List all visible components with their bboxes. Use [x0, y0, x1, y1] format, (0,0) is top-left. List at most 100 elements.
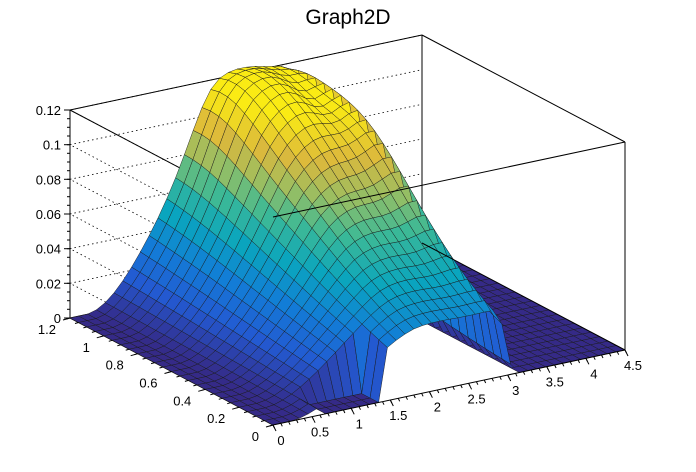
- y-axis-minor-tick: [142, 357, 147, 360]
- y-tick-label: 0.8: [106, 358, 124, 373]
- tick-labels: 00.511.522.533.544.500.20.40.60.811.200.…: [36, 103, 642, 448]
- y-axis-minor-tick: [150, 362, 155, 365]
- x-axis-minor-tick: [569, 361, 573, 365]
- x-tick-label: 1: [356, 416, 363, 431]
- x-axis-minor-tick: [311, 416, 315, 420]
- y-axis-minor-tick: [269, 424, 274, 427]
- y-axis-minor-tick: [227, 402, 231, 405]
- z-tick-label: 0.06: [36, 207, 61, 222]
- y-axis-minor-tick: [201, 388, 206, 391]
- box-edge-right-floor: [421, 242, 626, 351]
- x-axis-minor-tick: [288, 421, 291, 425]
- y-axis-minor-tick: [210, 393, 214, 396]
- x-tick-label: 3.5: [546, 375, 564, 390]
- y-tick-label: 0.4: [173, 393, 191, 408]
- x-axis-minor-tick: [405, 396, 408, 400]
- y-axis-minor-tick: [184, 379, 189, 382]
- grid-line-back-wall: [69, 207, 423, 284]
- front-box: [272, 34, 626, 426]
- grid-line-back-wall: [69, 69, 423, 146]
- grid-line-back-wall: [69, 173, 423, 250]
- x-axis-minor-tick: [382, 401, 385, 405]
- x-axis-minor-tick: [491, 378, 494, 382]
- x-axis-minor-tick: [616, 351, 620, 355]
- z-tick-label: 0: [54, 311, 61, 326]
- x-axis-minor-tick: [608, 353, 612, 357]
- z-tick-label: 0.1: [43, 138, 61, 153]
- box-edge-top-front: [272, 141, 626, 218]
- x-axis-minor-tick: [530, 369, 534, 374]
- x-axis-minor-tick: [593, 356, 596, 360]
- axis-ticks: [62, 109, 629, 432]
- x-axis-minor-tick: [507, 374, 510, 379]
- chart-title: Graph2D: [305, 6, 390, 29]
- x-tick-label: 0: [277, 433, 284, 448]
- x-axis-minor-tick: [413, 394, 416, 399]
- x-axis-minor-tick: [538, 368, 541, 372]
- z-tick-label: 0.08: [36, 172, 61, 187]
- y-axis-minor-tick: [218, 397, 223, 400]
- x-axis-minor-tick: [522, 371, 526, 375]
- x-tick-label: 4.5: [624, 358, 642, 373]
- x-tick-label: 0.5: [311, 425, 329, 440]
- y-axis-minor-tick: [125, 348, 130, 351]
- x-tick-label: 4: [590, 366, 597, 381]
- z-tick-label: 0.04: [36, 242, 61, 257]
- x-axis-minor-tick: [468, 383, 471, 387]
- x-axis-minor-tick: [483, 379, 487, 384]
- x-tick-label: 1.5: [389, 408, 407, 423]
- z-tick-label: 0.02: [36, 276, 61, 291]
- x-axis-minor-tick: [366, 404, 369, 409]
- x-axis-minor-tick: [428, 391, 432, 395]
- y-tick-label: 1.2: [38, 322, 56, 337]
- box-edge-top-right: [421, 34, 626, 143]
- x-tick-label: 2: [434, 400, 441, 415]
- x-axis-minor-tick: [327, 413, 330, 417]
- grid-line-back-wall: [69, 34, 423, 111]
- y-tick-label: 0.2: [207, 411, 225, 426]
- x-axis-minor-tick: [389, 399, 393, 404]
- y-axis-minor-tick: [235, 406, 240, 409]
- y-axis-minor-tick: [134, 353, 138, 356]
- y-axis-minor-tick: [159, 366, 164, 369]
- grid-line-back-wall: [69, 138, 423, 215]
- x-axis-minor-tick: [350, 408, 354, 412]
- x-axis-minor-tick: [319, 414, 322, 419]
- x-axis-minor-tick: [342, 409, 346, 414]
- y-axis-minor-tick: [100, 335, 104, 338]
- x-axis-minor-tick: [358, 406, 361, 410]
- x-axis-minor-tick: [452, 386, 455, 390]
- x-axis-minor-tick: [397, 398, 401, 402]
- y-axis-minor-tick: [117, 344, 121, 347]
- y-tick-label: 0.6: [139, 376, 157, 391]
- surface-mesh: [69, 66, 626, 426]
- x-axis-minor-tick: [624, 349, 627, 354]
- x-axis-minor-tick: [444, 388, 448, 392]
- x-axis-minor-tick: [601, 354, 604, 359]
- x-axis-minor-tick: [272, 424, 275, 429]
- x-axis-minor-tick: [585, 358, 588, 362]
- y-axis-minor-tick: [83, 326, 88, 329]
- y-axis-minor-tick: [91, 330, 96, 333]
- y-axis-minor-tick: [260, 420, 265, 422]
- x-axis-minor-tick: [421, 393, 424, 397]
- x-axis-minor-tick: [561, 363, 565, 367]
- x-tick-label: 2.5: [468, 391, 486, 406]
- y-axis-minor-tick: [167, 371, 172, 373]
- y-axis-minor-tick: [252, 415, 257, 418]
- x-axis-minor-tick: [280, 423, 283, 427]
- x-axis-minor-tick: [554, 364, 557, 369]
- x-axis-minor-tick: [374, 403, 377, 407]
- y-tick-label: 0: [252, 429, 259, 444]
- y-axis-minor-tick: [108, 339, 113, 342]
- x-tick-label: 3: [512, 383, 519, 398]
- y-axis-minor-tick: [176, 375, 181, 378]
- grid-lines: [69, 34, 423, 391]
- x-axis-minor-tick: [335, 411, 338, 415]
- x-axis-minor-tick: [303, 418, 307, 422]
- x-axis-minor-tick: [515, 373, 518, 377]
- x-axis-minor-tick: [475, 381, 479, 385]
- y-tick-label: 1: [83, 340, 90, 355]
- z-tick-label: 0.12: [36, 103, 61, 118]
